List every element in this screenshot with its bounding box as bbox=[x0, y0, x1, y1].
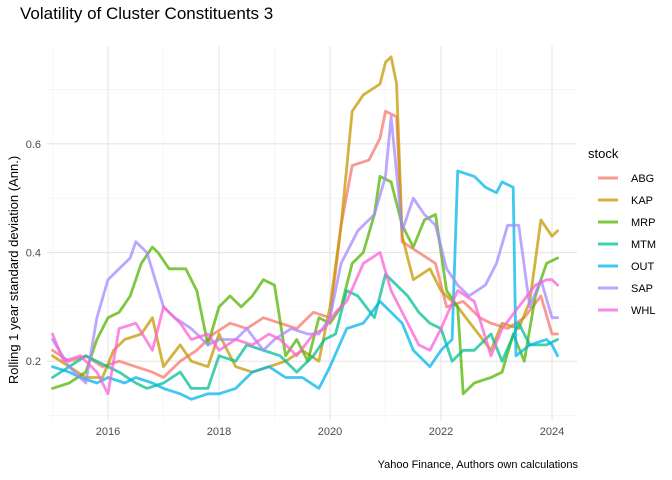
x-tick-label: 2022 bbox=[429, 426, 453, 438]
y-axis-ticks: 0.2 0.4 0.6 bbox=[26, 139, 41, 368]
y-tick-label: 0.4 bbox=[26, 248, 41, 260]
x-axis-ticks: 2016 2018 2020 2022 2024 bbox=[96, 426, 564, 438]
y-tick-label: 0.6 bbox=[26, 139, 41, 151]
legend-label-sap: SAP bbox=[631, 283, 653, 295]
x-tick-label: 2024 bbox=[540, 426, 564, 438]
series-lines bbox=[51, 55, 559, 401]
legend-label-mrp: MRP bbox=[631, 217, 655, 229]
series-line-whl bbox=[51, 251, 559, 396]
series-line-sap bbox=[51, 115, 559, 385]
legend: stock ABG KAP MRP MTM OUT SAP WHL bbox=[588, 146, 656, 317]
legend-label-mtm: MTM bbox=[631, 239, 656, 251]
legend-label-kap: KAP bbox=[631, 195, 653, 207]
x-tick-label: 2018 bbox=[207, 426, 231, 438]
legend-label-whl: WHL bbox=[631, 305, 655, 317]
legend-title: stock bbox=[588, 146, 619, 161]
chart-title: Volatility of Cluster Constituents 3 bbox=[20, 4, 274, 23]
x-tick-label: 2020 bbox=[318, 426, 342, 438]
y-axis-label: Rolling 1 year standard deviation (Ann.) bbox=[6, 156, 21, 384]
y-tick-label: 0.2 bbox=[26, 356, 41, 368]
series-line-mtm bbox=[51, 272, 559, 390]
legend-label-out: OUT bbox=[631, 261, 655, 273]
x-tick-label: 2016 bbox=[96, 426, 120, 438]
series-line-out bbox=[51, 169, 559, 401]
series-line-kap bbox=[51, 55, 559, 379]
legend-label-abg: ABG bbox=[631, 173, 654, 185]
chart-caption: Yahoo Finance, Authors own calculations bbox=[377, 459, 578, 471]
